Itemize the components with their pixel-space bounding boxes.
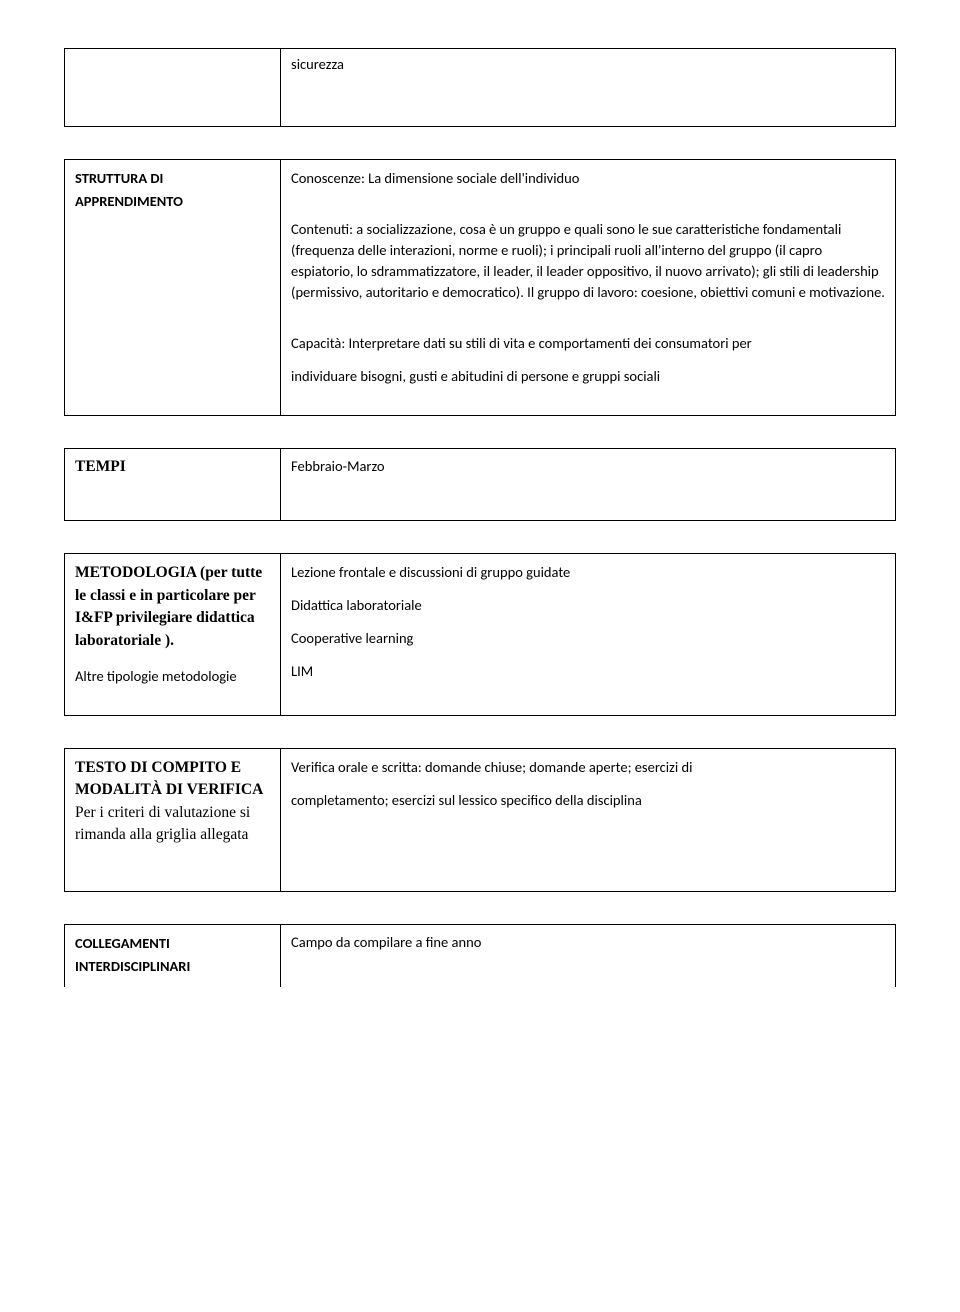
text-capacita-2: individuare bisogni, gusti e abitudini d… [291,366,885,387]
label-collegamenti-2: INTERDISCIPLINARI [75,956,270,977]
text-campo: Campo da compilare a fine anno [291,933,481,951]
label-metodologia: METODOLOGIA (per tutte le classi e in pa… [75,562,270,652]
table-collegamenti: COLLEGAMENTI INTERDISCIPLINARI Campo da … [64,924,896,987]
text-verifica-2: completamento; esercizi sul lessico spec… [291,790,885,811]
label-testo-compito: TESTO DI COMPITO E MODALITÀ DI VERIFICA [75,757,270,802]
cell-tempi-content: Febbraio-Marzo [281,449,896,521]
label-tempi: TEMPI [75,458,126,475]
table-tempi: TEMPI Febbraio-Marzo [64,448,896,521]
text-conoscenze: Conoscenze: La dimensione sociale dell'i… [291,168,885,189]
cell-sicurezza: sicurezza [281,49,896,127]
table-struttura: STRUTTURA DI APPRENDIMENTO Conoscenze: L… [64,159,896,416]
cell-collegamenti-content: Campo da compilare a fine anno [281,924,896,987]
cell-testo-label: TESTO DI COMPITO E MODALITÀ DI VERIFICA … [65,749,281,892]
table-testo-compito: TESTO DI COMPITO E MODALITÀ DI VERIFICA … [64,748,896,892]
text-verifica-1: Verifica orale e scritta: domande chiuse… [291,757,885,778]
text-didattica: Didattica laboratoriale [291,595,885,616]
label-struttura-1: STRUTTURA DI [75,168,270,189]
cell-empty [65,49,281,127]
cell-testo-content: Verifica orale e scritta: domande chiuse… [281,749,896,892]
cell-struttura-label: STRUTTURA DI APPRENDIMENTO [65,160,281,416]
text-capacita-1: Capacità: Interpretare dati su stili di … [291,333,885,354]
cell-tempi-label: TEMPI [65,449,281,521]
label-criteri: Per i criteri di valutazione si rimanda … [75,802,270,847]
cell-collegamenti-label: COLLEGAMENTI INTERDISCIPLINARI [65,924,281,987]
table-sicurezza: sicurezza [64,48,896,127]
text-sicurezza: sicurezza [291,55,344,73]
cell-metodologia-content: Lezione frontale e discussioni di gruppo… [281,554,896,716]
label-collegamenti-1: COLLEGAMENTI [75,933,270,954]
table-metodologia: METODOLOGIA (per tutte le classi e in pa… [64,553,896,716]
cell-metodologia-label: METODOLOGIA (per tutte le classi e in pa… [65,554,281,716]
label-struttura-2: APPRENDIMENTO [75,191,270,212]
text-tempi: Febbraio-Marzo [291,457,384,475]
text-contenuti: Contenuti: a socializzazione, cosa è un … [291,219,885,303]
label-altre-tip: Altre tipologie metodologie [75,666,270,687]
text-cooperative: Cooperative learning [291,628,885,649]
text-lim: LIM [291,661,885,682]
text-lezione: Lezione frontale e discussioni di gruppo… [291,562,885,583]
cell-struttura-content: Conoscenze: La dimensione sociale dell'i… [281,160,896,416]
